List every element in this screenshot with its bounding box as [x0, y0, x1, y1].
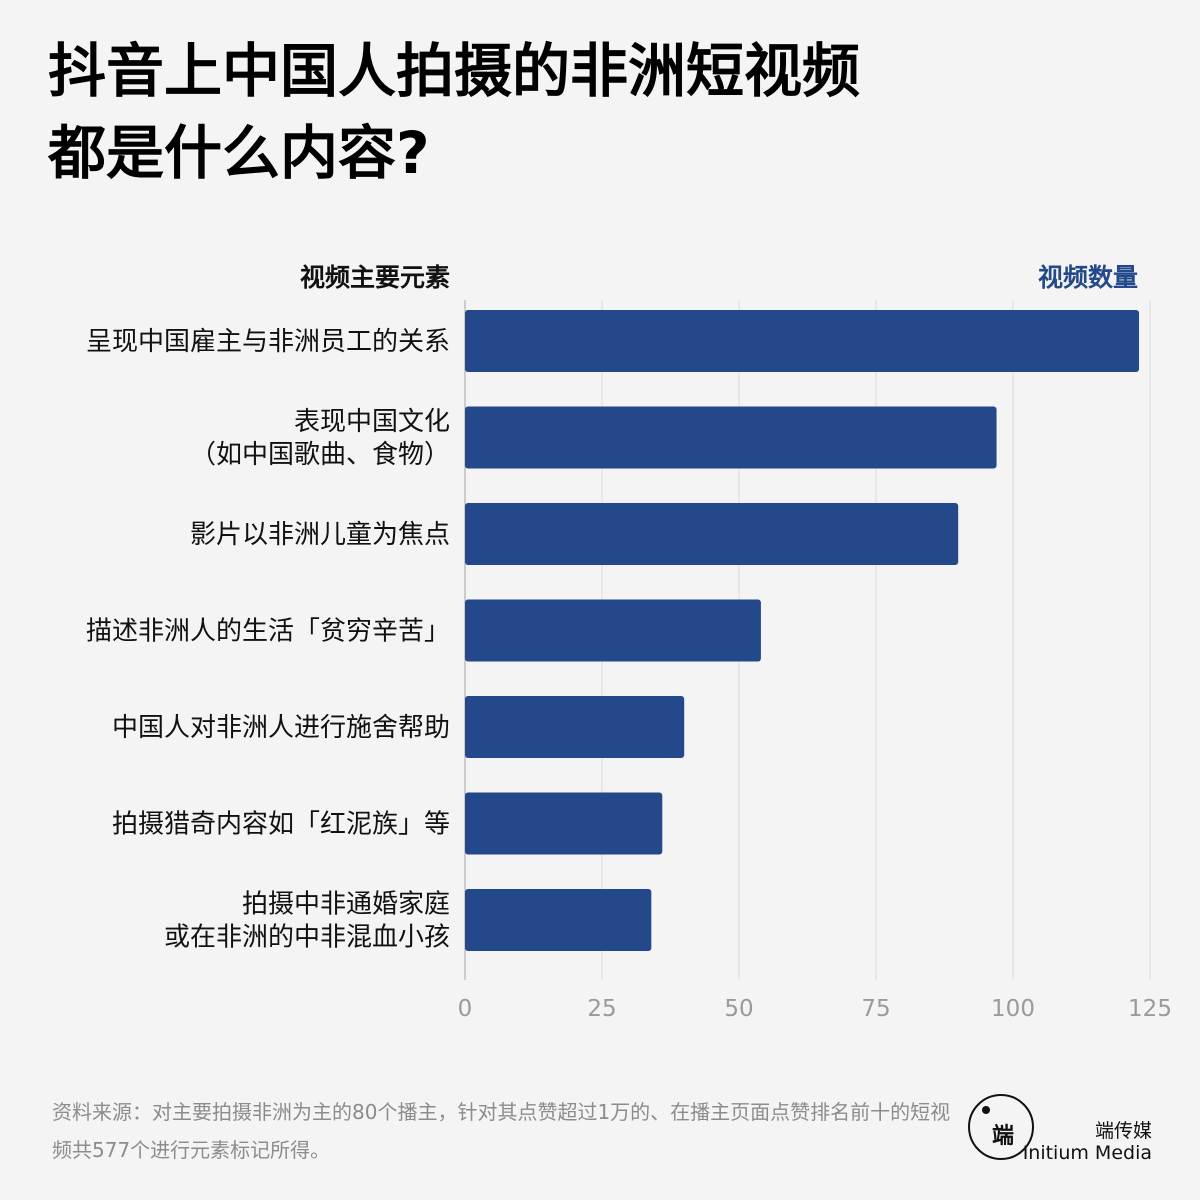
bar-chart: 0 25 50 75 100 125 呈现中国雇主与非洲员工的关系表现中国文化（如中国歌曲、…: [86, 300, 1172, 1022]
bar: [465, 599, 761, 662]
category-label: 中国人对非洲人进行施舍帮助: [112, 713, 450, 743]
x-tick-label: 125: [1128, 996, 1172, 1022]
bar: [465, 310, 1140, 372]
value-column-header: 视频数量: [1037, 263, 1138, 292]
bar: [465, 503, 959, 565]
x-tick-label: 25: [587, 996, 616, 1022]
brand-name-en: Initium Media: [1022, 1142, 1152, 1164]
bar: [465, 792, 663, 855]
category-label: 或在非洲的中非混血小孩: [164, 923, 450, 953]
category-label: 拍摄猎奇内容如「红泥族」等: [112, 810, 450, 840]
category-label: 表现中国文化: [294, 407, 450, 437]
logo-circle-icon: 端: [968, 1094, 1034, 1160]
category-column-header: 视频主要元素: [299, 263, 450, 292]
x-tick-label: 75: [861, 996, 890, 1022]
bar: [465, 889, 652, 951]
brand-logo: 端 端传媒 Initium Media: [962, 1088, 1162, 1178]
bar: [465, 696, 685, 758]
brand-name-cn: 端传媒: [1094, 1120, 1152, 1142]
category-label: 描述非洲人的生活「贫穷辛苦」: [86, 617, 450, 647]
title-line-2: 都是什么内容?: [48, 119, 430, 187]
source-note: 资料来源：对主要拍摄非洲为主的80个播主，针对其点赞超过1万的、在播主页面点赞排…: [52, 1100, 951, 1162]
x-tick-label: 100: [991, 996, 1035, 1022]
logo-dot-icon: [982, 1106, 990, 1114]
logo-glyph: 端: [992, 1124, 1014, 1149]
chart-title: 抖音上中国人拍摄的非洲短视频 都是什么内容?: [48, 30, 860, 194]
category-label: 影片以非洲儿童为焦点: [190, 520, 450, 550]
bar: [465, 406, 997, 469]
category-label: （如中国歌曲、食物）: [190, 440, 450, 470]
x-tick-label: 0: [458, 996, 473, 1022]
category-label: 呈现中国雇主与非洲员工的关系: [86, 327, 450, 357]
x-tick-label: 50: [724, 996, 753, 1022]
title-line-1: 抖音上中国人拍摄的非洲短视频: [48, 37, 861, 105]
category-label: 拍摄中非通婚家庭: [242, 890, 450, 920]
